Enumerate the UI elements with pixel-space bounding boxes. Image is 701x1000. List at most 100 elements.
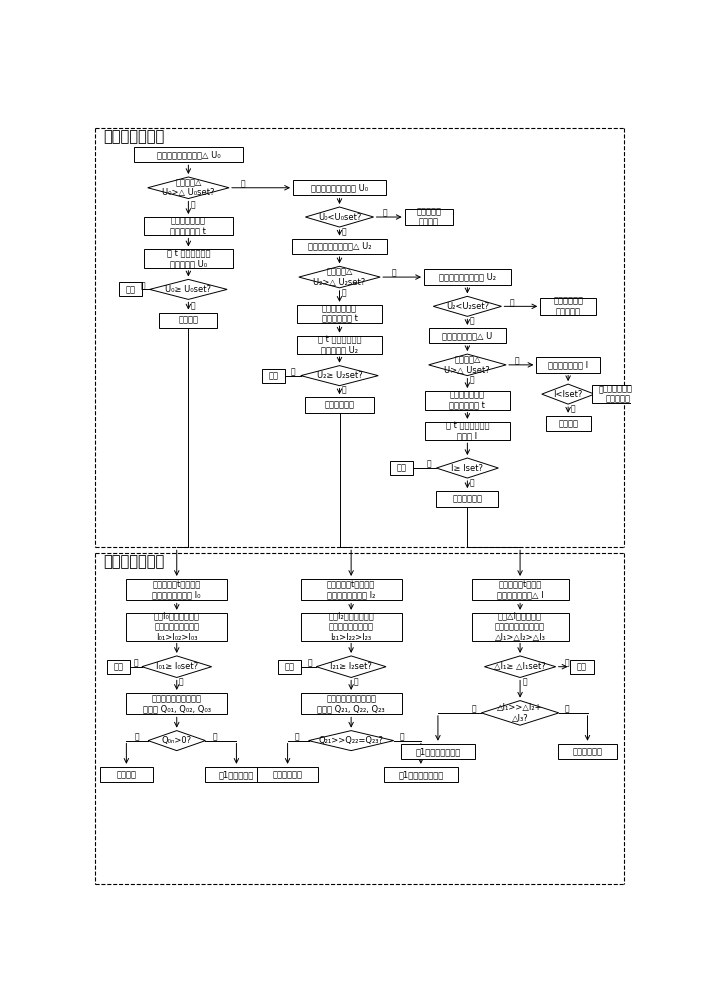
Bar	[301, 579, 402, 600]
Text: 扰动: 扰动	[114, 662, 123, 671]
Text: 计算电压突变量△ U: 计算电压突变量△ U	[442, 331, 493, 340]
Text: 连续三个△
U₂>△ U₂set?: 连续三个△ U₂>△ U₂set?	[313, 267, 366, 287]
Text: 扰动: 扰动	[577, 662, 587, 671]
Text: 延续上一次三
相短路故障: 延续上一次三 相短路故障	[603, 384, 633, 404]
Text: 是: 是	[342, 386, 346, 395]
Bar	[126, 693, 227, 714]
Bar	[126, 613, 227, 641]
Text: 延续上一次相
间短路故障: 延续上一次相 间短路故障	[553, 297, 583, 316]
Text: 突变起始点作为
故障起始时刻 t: 突变起始点作为 故障起始时刻 t	[170, 217, 206, 236]
Text: 是: 是	[399, 732, 404, 741]
Bar	[297, 305, 382, 323]
Bar	[126, 579, 227, 600]
Text: △I₁≥ △I₁set?: △I₁≥ △I₁set?	[494, 662, 546, 671]
Text: 计算零序电压有效值 U₀: 计算零序电压有效值 U₀	[311, 183, 368, 192]
Text: I<Iset?: I<Iset?	[553, 390, 583, 399]
Text: 接地故障: 接地故障	[178, 316, 198, 325]
Text: 计算各支路t后一周期
的零序电流有效值 I₀: 计算各支路t后一周期 的零序电流有效值 I₀	[153, 580, 201, 599]
Text: 否: 否	[240, 179, 245, 188]
Text: 扰动: 扰动	[284, 662, 294, 671]
Text: 否: 否	[599, 386, 603, 395]
Text: 计算三条支路的负序无
功功率 Q₂₁, Q₂₂, Q₂₃: 计算三条支路的负序无 功功率 Q₂₁, Q₂₂, Q₂₃	[318, 694, 385, 713]
Bar	[297, 336, 382, 354]
Text: 否: 否	[134, 732, 139, 741]
Text: 判别故障线路：: 判别故障线路：	[103, 554, 164, 569]
Text: 从 t 开始计算电流
有效值 I: 从 t 开始计算电流 有效值 I	[446, 421, 489, 441]
Text: 判别故障类型：: 判别故障类型：	[103, 129, 164, 144]
Text: U₂<U₂set?: U₂<U₂set?	[446, 302, 489, 311]
Bar	[536, 357, 600, 373]
Text: 否: 否	[382, 209, 387, 218]
Text: 从 t 开始计算负序
电压有效值 U₂: 从 t 开始计算负序 电压有效值 U₂	[318, 335, 361, 355]
Polygon shape	[433, 296, 501, 316]
Bar	[144, 249, 233, 268]
Text: 否: 否	[308, 658, 313, 667]
Text: 是: 是	[342, 227, 346, 236]
Polygon shape	[148, 731, 205, 751]
Text: 是: 是	[191, 301, 196, 310]
Polygon shape	[482, 701, 559, 725]
Text: 第1条支路三相短路: 第1条支路三相短路	[415, 747, 461, 756]
Text: 是: 是	[470, 478, 475, 487]
Bar	[472, 613, 569, 641]
Bar	[107, 660, 130, 674]
Bar	[472, 579, 569, 600]
Polygon shape	[484, 656, 556, 677]
Text: I₀₁≥ I₀set?: I₀₁≥ I₀set?	[156, 662, 198, 671]
Polygon shape	[542, 384, 594, 404]
Text: △I₁>>△I₂+
△I₃?: △I₁>>△I₂+ △I₃?	[497, 703, 543, 723]
Text: 否: 否	[294, 732, 299, 741]
Text: 母线接地: 母线接地	[116, 770, 137, 779]
Bar	[205, 767, 268, 782]
Polygon shape	[149, 279, 227, 299]
Text: 否: 否	[564, 705, 569, 714]
Text: 正常运行: 正常运行	[558, 419, 578, 428]
Text: 延续上一次
接地故障: 延续上一次 接地故障	[416, 207, 441, 227]
Text: 是: 是	[342, 288, 346, 297]
Bar	[257, 767, 318, 782]
Text: I₂₁≥ I₂set?: I₂₁≥ I₂set?	[330, 662, 372, 671]
Text: 相间短路故障: 相间短路故障	[325, 400, 355, 409]
Polygon shape	[148, 177, 229, 199]
Text: U₀<U₀set?: U₀<U₀set?	[318, 213, 361, 222]
Text: 突变起始点作为
故障起始时刻 t: 突变起始点作为 故障起始时刻 t	[449, 391, 485, 410]
Bar	[144, 217, 233, 235]
Bar	[306, 397, 374, 413]
Bar	[401, 744, 475, 759]
Text: 否: 否	[133, 658, 138, 667]
Text: 计算零序电压突变量△ U₀: 计算零序电压突变量△ U₀	[156, 150, 220, 159]
Bar	[278, 660, 301, 674]
Text: 计算各支路t后一周期
的负序电流有效值 I₂: 计算各支路t后一周期 的负序电流有效值 I₂	[327, 580, 375, 599]
Text: 连续三个△
U₀>△ U₀set?: 连续三个△ U₀>△ U₀set?	[162, 178, 215, 197]
Bar	[301, 613, 402, 641]
Bar	[262, 369, 285, 383]
Text: 是: 是	[470, 316, 475, 325]
Bar	[545, 416, 591, 431]
Text: 三相短路故障: 三相短路故障	[452, 494, 482, 503]
Text: 是: 是	[471, 705, 476, 714]
Text: 是: 是	[353, 678, 358, 687]
Text: 连续三个△
U>△ Uset?: 连续三个△ U>△ Uset?	[444, 355, 490, 375]
Text: I≥ Iset?: I≥ Iset?	[451, 464, 484, 473]
Bar	[159, 312, 217, 328]
Text: 选出△I最大的三条
支路，由大到小排列，
△I₁>△I₂>△I₃: 选出△I最大的三条 支路，由大到小排列， △I₁>△I₂>△I₃	[495, 612, 545, 642]
Bar	[571, 660, 594, 674]
Text: Q₀ₙ>0?: Q₀ₙ>0?	[162, 736, 192, 745]
Bar	[424, 269, 511, 285]
Polygon shape	[428, 354, 506, 376]
Bar	[540, 298, 596, 315]
Bar	[404, 209, 453, 225]
Polygon shape	[306, 207, 374, 227]
Text: 否: 否	[515, 357, 519, 366]
Text: U₂≥ U₂set?: U₂≥ U₂set?	[317, 371, 362, 380]
Text: Q₂₁>>Q₂₂=Q₂₃?: Q₂₁>>Q₂₂=Q₂₃?	[319, 736, 383, 745]
Text: 第1条支路接地: 第1条支路接地	[219, 770, 254, 779]
Text: 扰动: 扰动	[397, 464, 407, 473]
Bar	[118, 282, 142, 296]
Text: 计算负序电压突变量△ U₂: 计算负序电压突变量△ U₂	[308, 242, 372, 251]
Bar	[384, 767, 458, 782]
Text: 是: 是	[470, 376, 475, 385]
Bar	[100, 767, 153, 782]
Bar	[559, 744, 617, 759]
Text: 第1条支路相间短路: 第1条支路相间短路	[398, 770, 444, 779]
